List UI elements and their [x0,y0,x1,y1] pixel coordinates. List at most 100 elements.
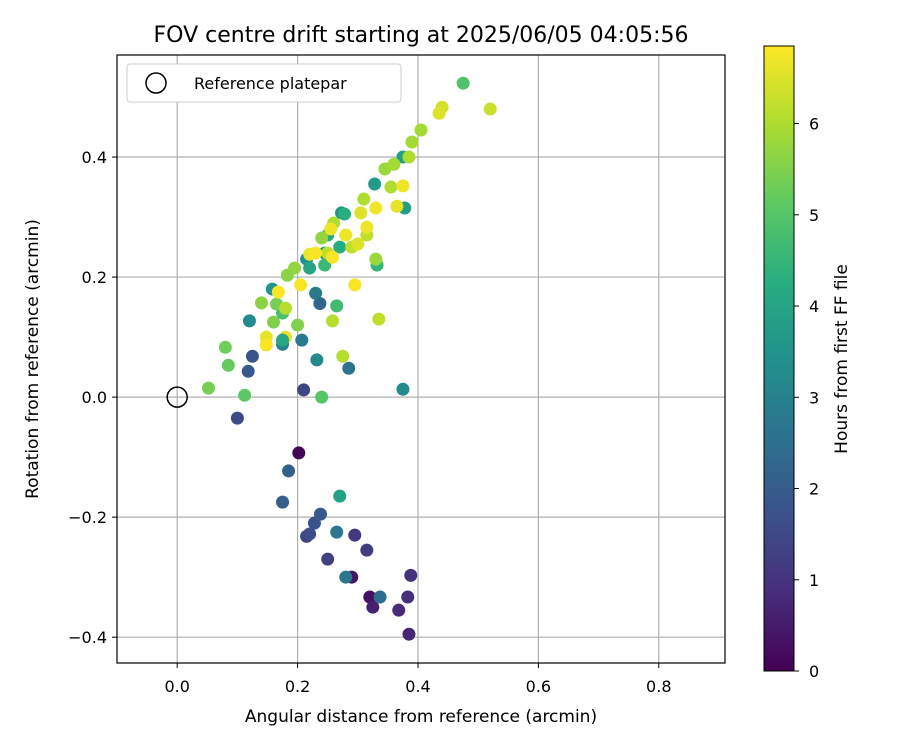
grid-lines [117,55,725,663]
data-point [294,278,308,292]
chart-title: FOV centre drift starting at 2025/06/05 … [154,23,689,48]
data-points [202,76,497,641]
data-point [384,180,398,194]
colorbar-tick-label: 2 [809,480,819,499]
data-point [387,157,401,171]
data-point [336,349,350,363]
data-point [372,312,386,326]
data-point [333,240,347,254]
data-point [238,388,252,402]
data-point [392,603,406,617]
colorbar-tick-label: 3 [809,388,819,407]
data-point [230,411,244,425]
colorbar-tick-label: 0 [809,662,819,681]
data-point [404,568,418,582]
y-axis-label: Rotation from reference (arcmin) [23,219,43,499]
data-point [483,102,497,116]
colorbar-tick-label: 6 [809,115,819,134]
data-point [221,358,235,372]
data-point [313,296,327,310]
data-point [339,570,353,584]
data-point [339,228,353,242]
x-tick-label: 0.6 [526,677,551,696]
data-point [315,390,329,404]
data-point [245,349,259,363]
data-point [326,250,340,264]
data-point [321,552,335,566]
data-point [313,507,327,521]
x-tick-label: 0.0 [164,677,189,696]
data-point [276,495,290,509]
data-point [333,489,347,503]
data-point [354,206,368,220]
data-point [254,296,268,310]
legend: Reference platepar [126,63,402,103]
data-point [369,201,383,215]
data-point [291,318,305,332]
x-axis-ticks: 0.0 0.2 0.4 0.6 0.8 [164,663,672,696]
data-point [348,278,362,292]
y-tick-label: −0.4 [68,628,107,647]
data-point [402,627,416,641]
y-tick-label: 0.4 [82,148,107,167]
plot-frame [116,54,726,664]
colorbar-tick-label: 4 [809,297,819,316]
legend-label: Reference platepar [194,74,347,93]
data-point [405,135,419,149]
data-point [402,150,416,164]
data-point [373,590,387,604]
colorbar [763,45,795,672]
data-point [303,527,317,541]
data-point [241,364,255,378]
data-point [363,590,377,604]
data-point [202,381,216,395]
x-axis-label: Angular distance from reference (arcmin) [245,707,597,727]
data-point [271,285,285,299]
data-point [348,528,362,542]
data-point [309,286,323,300]
data-point [282,464,296,478]
data-point [288,261,302,275]
colorbar-ticks: 0 1 2 3 4 5 6 [794,115,819,681]
data-point [396,179,410,193]
data-point [366,600,380,614]
data-point [295,333,309,347]
data-point [309,246,323,260]
data-point [432,106,446,120]
data-point [357,192,371,206]
data-point [368,177,382,191]
legend-box [126,63,402,103]
y-tick-label: −0.2 [68,508,107,527]
data-point [326,314,340,328]
data-point [303,261,317,275]
data-point [401,590,415,604]
data-point [369,252,383,266]
data-point [276,333,290,347]
colorbar-tick-label: 1 [809,571,819,590]
data-point [360,543,374,557]
data-point [338,207,352,221]
data-point [351,237,365,251]
data-point [315,231,329,245]
x-tick-label: 0.4 [405,677,430,696]
data-point [396,382,410,396]
data-point [218,340,232,354]
data-point [292,446,306,460]
data-point [310,353,324,367]
data-point [267,315,281,329]
data-point [390,199,404,213]
y-axis-ticks: −0.4 −0.2 0.0 0.2 0.4 [68,148,117,647]
data-point [414,123,428,137]
data-point [330,299,344,313]
data-point [342,361,356,375]
legend-marker [145,72,167,94]
x-tick-label: 0.2 [285,677,310,696]
y-tick-label: 0.2 [82,268,107,287]
reference-platepar-marker [166,386,188,408]
data-point [456,76,470,90]
colorbar-label: Hours from first FF file [832,264,852,454]
data-point [242,314,256,328]
data-point [297,383,311,397]
data-point [360,220,374,234]
